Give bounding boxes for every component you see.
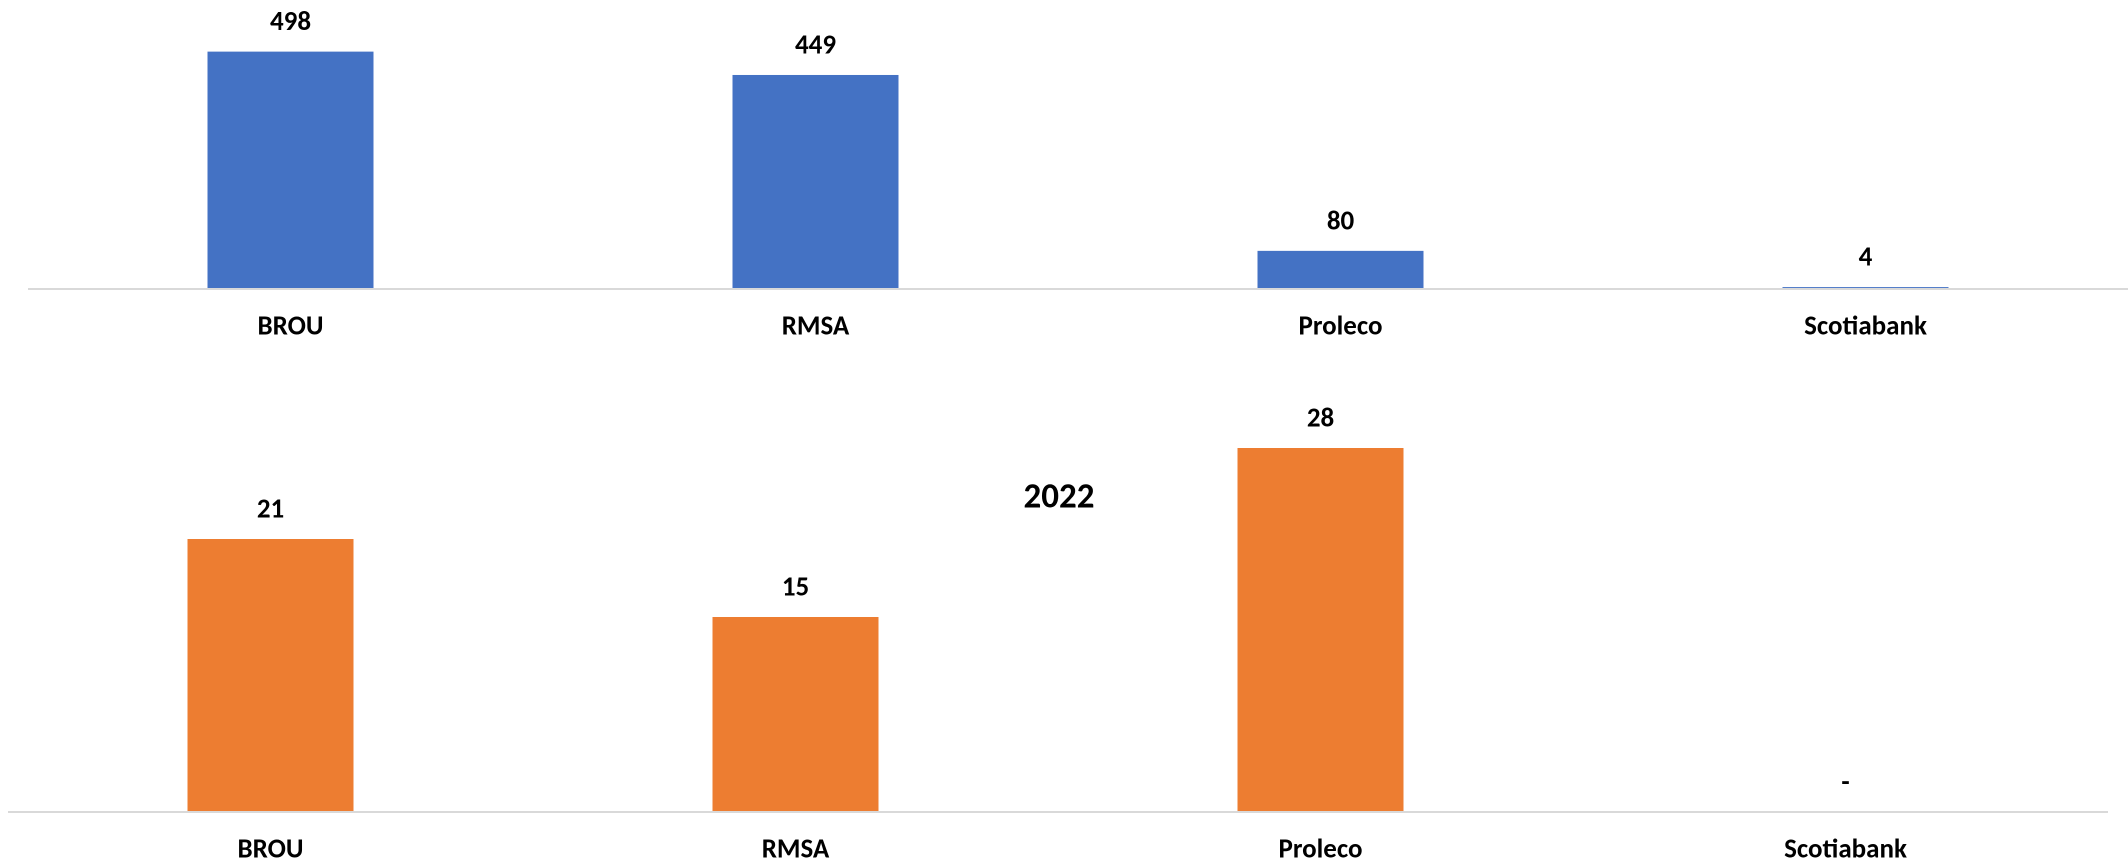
x-tick-label: BROU bbox=[238, 833, 304, 865]
x-tick-label: Proleco bbox=[1298, 310, 1382, 343]
x-tick-label: Scotiabank bbox=[1784, 833, 1907, 865]
bar bbox=[187, 539, 354, 812]
x-tick-label: BROU bbox=[258, 310, 324, 343]
x-tick-label: RMSA bbox=[782, 310, 850, 343]
bar bbox=[732, 74, 899, 289]
bar bbox=[712, 617, 879, 812]
bar bbox=[1257, 250, 1424, 289]
data-label: 4 bbox=[1859, 241, 1873, 274]
chart-title: 2022 bbox=[1024, 475, 1095, 517]
x-tick-label: RMSA bbox=[762, 833, 830, 865]
x-tick-label: Proleco bbox=[1278, 833, 1362, 865]
data-label: 21 bbox=[257, 493, 284, 526]
data-label: 498 bbox=[270, 5, 311, 38]
data-label: 28 bbox=[1307, 402, 1334, 435]
x-tick-label: Scotiabank bbox=[1804, 310, 1927, 343]
data-label: 15 bbox=[782, 571, 809, 604]
bar bbox=[207, 51, 374, 290]
data-label: 80 bbox=[1327, 204, 1355, 237]
bar bbox=[1237, 448, 1404, 812]
data-label: 449 bbox=[795, 29, 836, 62]
data-label: - bbox=[1841, 766, 1849, 799]
